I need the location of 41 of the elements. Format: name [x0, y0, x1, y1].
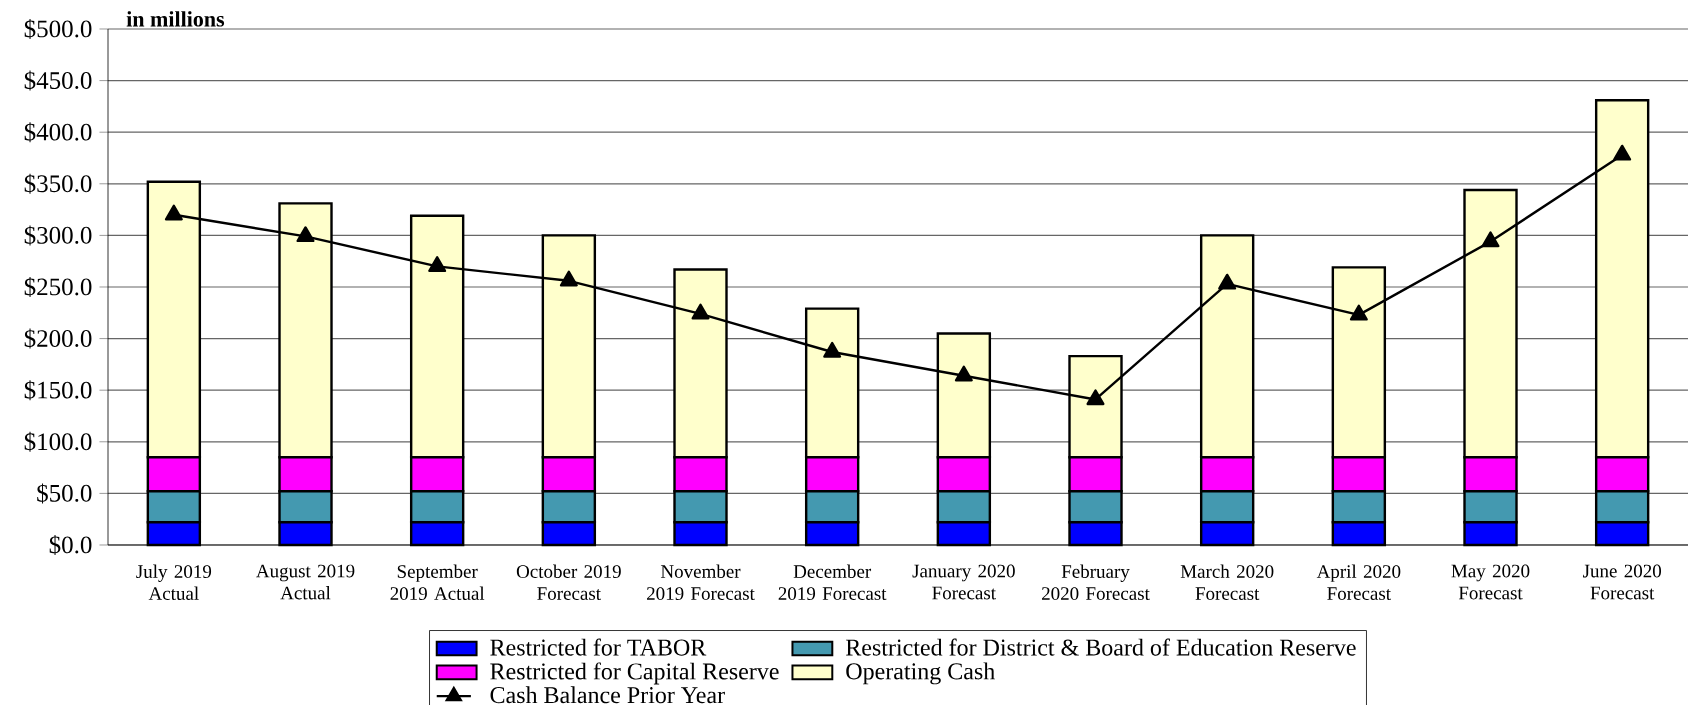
x-tick-label: July 2019 Actual [136, 564, 212, 600]
legend-label: Restricted for District & Board of Education Reserve [845, 638, 1356, 656]
y-tick-label: $200.0 [24, 328, 92, 349]
y-tick-label: $250.0 [24, 276, 92, 297]
y-tick-label: $400.0 [24, 122, 92, 143]
y-tick-label: $50.0 [37, 483, 92, 504]
x-tick-label: April 2020 Forecast [1316, 564, 1401, 600]
x-tick-label: November 2019 Forecast [647, 564, 755, 600]
point [954, 365, 973, 382]
point [691, 303, 710, 320]
y-tick-label: $500.0 [24, 19, 92, 40]
text: in millions [126, 11, 225, 27]
x-tick-label: January 2020 Forecast [912, 564, 1015, 600]
y-tick-label: $0.0 [49, 534, 92, 555]
x-tick-label: March 2020 Forecast [1180, 564, 1274, 600]
y-tick-label: $100.0 [24, 431, 92, 452]
x-tick-label: September 2019 Actual [390, 564, 485, 600]
point [1086, 389, 1105, 406]
point [296, 226, 315, 243]
x-tick-label: February 2020 Forecast [1042, 564, 1150, 600]
y-tick-label: $450.0 [24, 70, 92, 91]
point [1481, 231, 1500, 248]
point [559, 270, 578, 287]
y-tick-label: $300.0 [24, 225, 92, 246]
point [823, 341, 842, 358]
y-tick-label: $350.0 [24, 173, 92, 194]
x-tick-label: August 2019 Actual [256, 564, 355, 600]
legend-label: Cash Balance Prior Year [490, 686, 725, 704]
x-tick-label: December 2019 Forecast [778, 564, 887, 600]
legend-label: Restricted for TABOR [490, 638, 707, 656]
point [1613, 144, 1632, 161]
legend-label: Operating Cash [846, 662, 995, 685]
point [1218, 273, 1237, 290]
legend-label: Restricted for Capital Reserve [490, 662, 779, 685]
x-tick-label: October 2019 Forecast [516, 564, 621, 600]
x-tick-label: June 2020 Forecast [1583, 564, 1662, 600]
point [428, 256, 447, 273]
y-tick-label: $150.0 [24, 380, 92, 401]
point [1349, 304, 1368, 321]
point [164, 204, 183, 221]
x-tick-label: May 2020 Forecast [1451, 564, 1530, 600]
